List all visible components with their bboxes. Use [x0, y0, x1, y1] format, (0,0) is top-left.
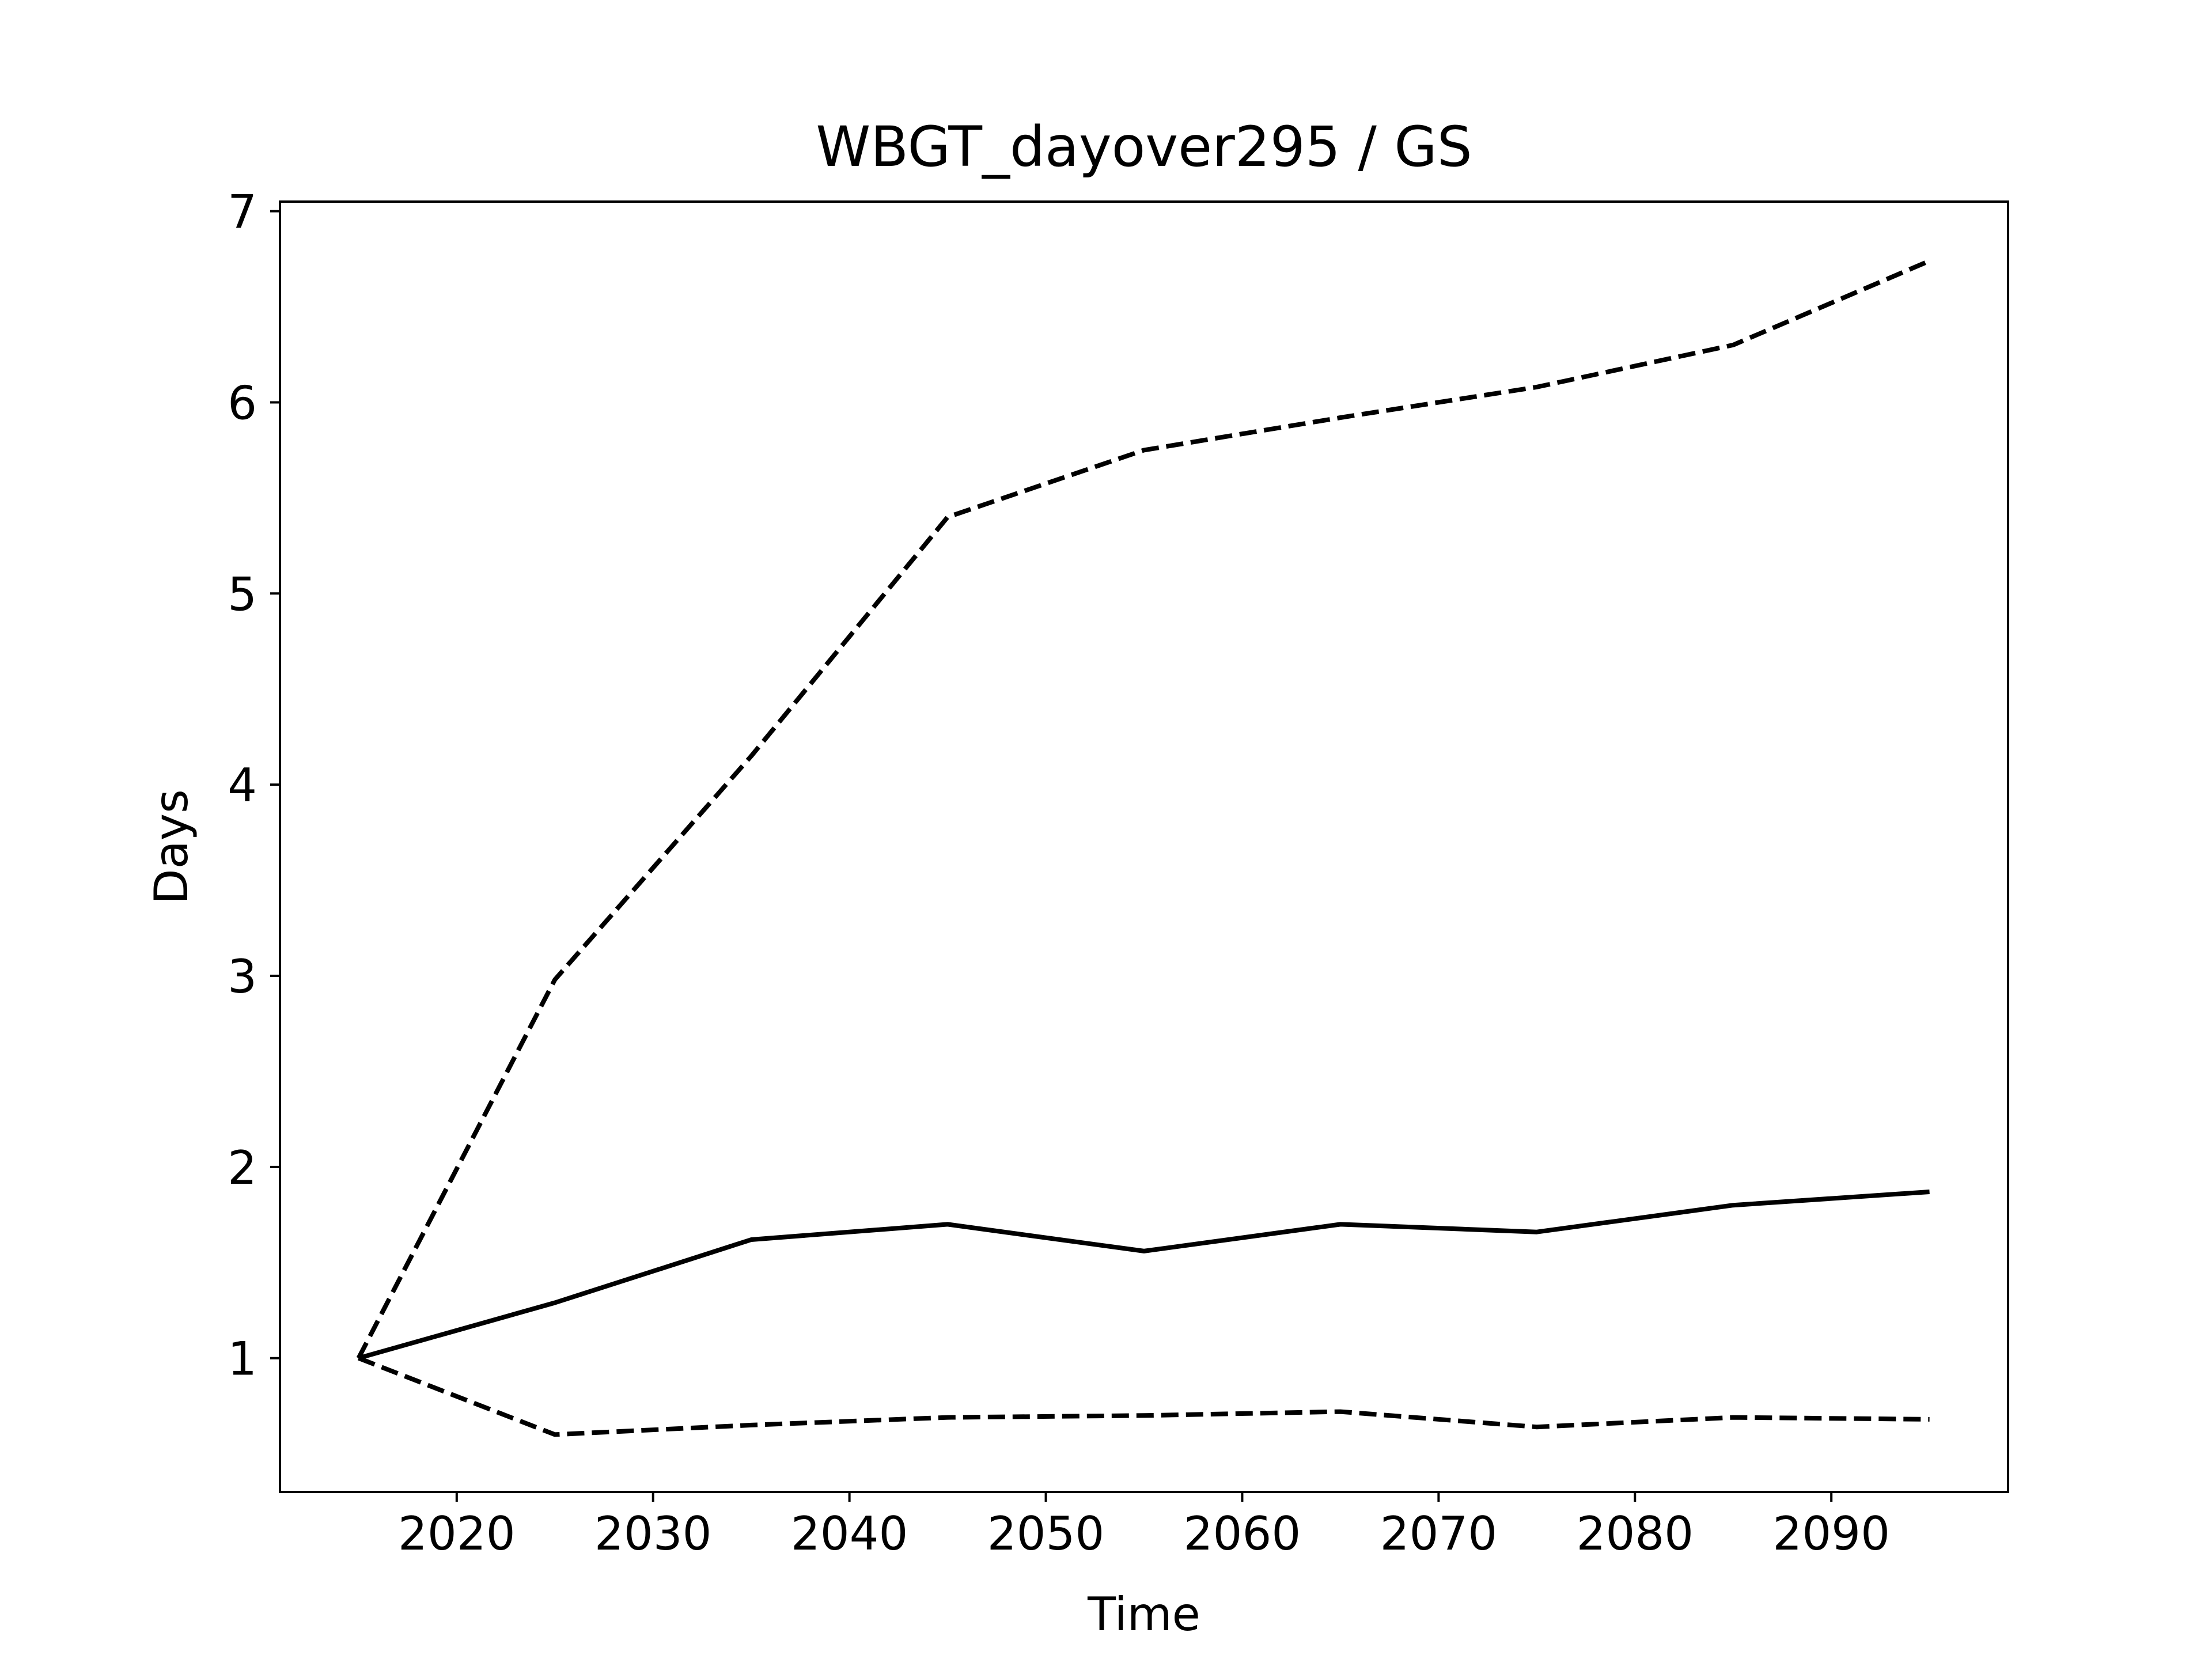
series-line-1	[358, 1190, 1930, 1361]
x-tick-label: 2050	[987, 1507, 1105, 1560]
x-tick-label: 2080	[1576, 1507, 1694, 1560]
y-axis-label: Days	[145, 789, 198, 904]
x-tick-label: 2090	[1772, 1507, 1890, 1560]
x-tick-label: 2020	[398, 1507, 516, 1560]
x-tick-label: 2030	[594, 1507, 712, 1560]
chart-title: WBGT_dayover295 / GS	[816, 115, 1472, 179]
plot-area	[356, 259, 1931, 1437]
x-tick-label: 2060	[1184, 1507, 1301, 1560]
y-tick-label: 1	[228, 1332, 257, 1386]
y-axis: 1 2 3 4 5 6 7	[228, 185, 280, 1386]
x-tick-label: 2040	[791, 1507, 908, 1560]
series-line-2	[356, 259, 1931, 1359]
y-tick-label: 5	[228, 567, 257, 621]
series-line-3	[357, 1355, 1930, 1437]
y-tick-label: 6	[228, 376, 257, 430]
plot-frame	[279, 200, 2009, 1493]
y-tick-label: 4	[228, 759, 257, 812]
y-tick-label: 2	[228, 1141, 257, 1195]
x-axis: 2020 2030 2040 2050 2060 2070 2080 2090	[398, 1492, 1890, 1560]
x-tick-label: 2070	[1380, 1507, 1498, 1560]
y-tick-label: 3	[228, 950, 257, 1003]
y-tick-label: 7	[228, 185, 257, 239]
x-axis-label: Time	[1087, 1588, 1200, 1641]
